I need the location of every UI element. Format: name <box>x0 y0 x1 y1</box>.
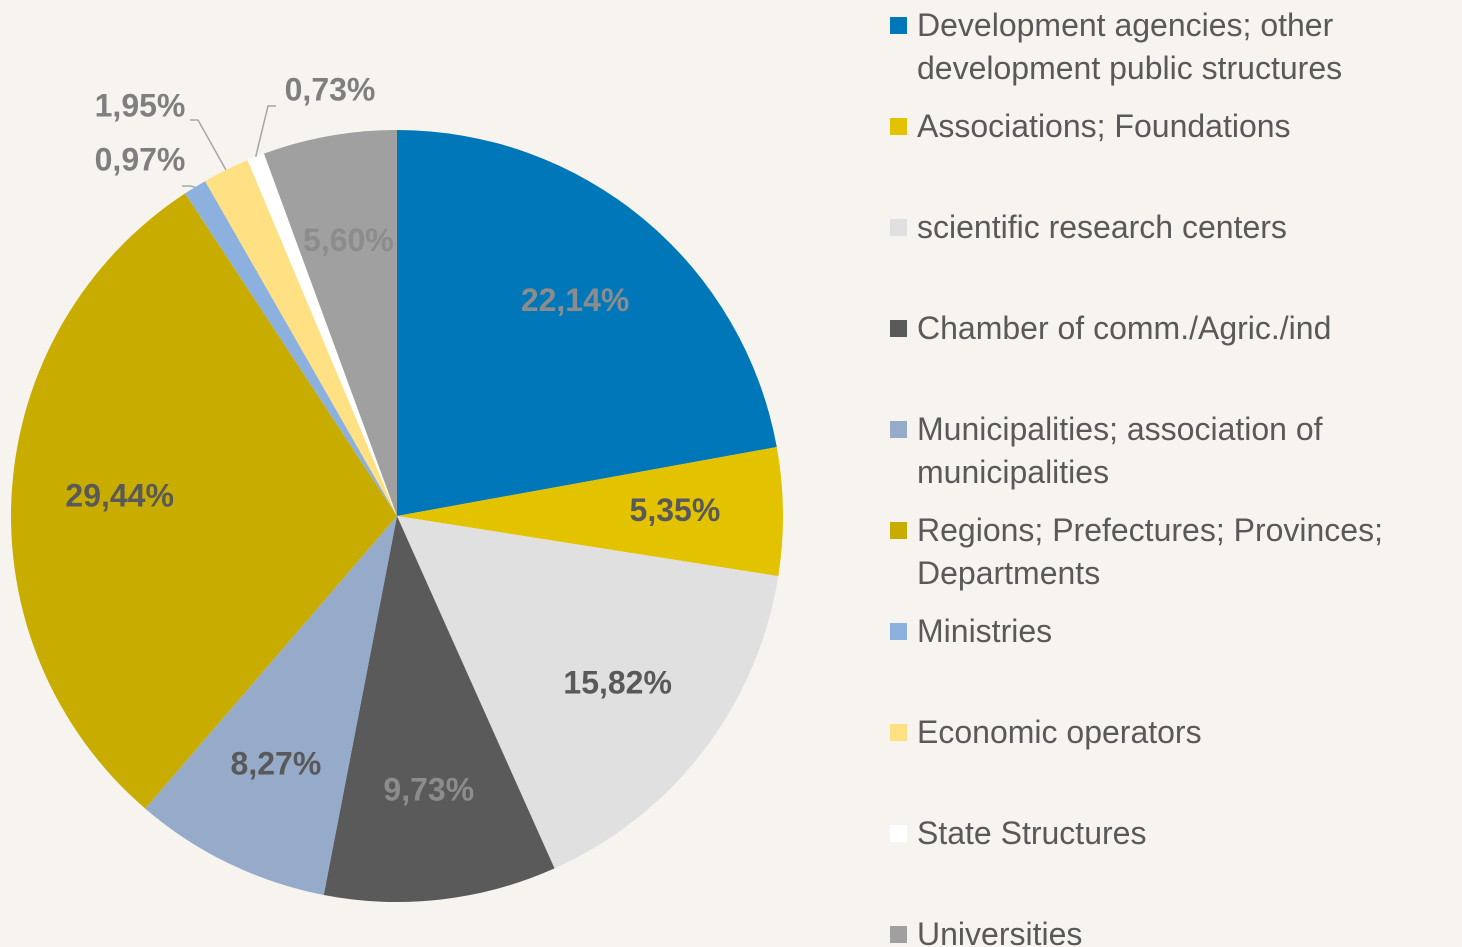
data-label: 0,97% <box>95 141 186 177</box>
legend-swatch <box>890 17 907 34</box>
pie-slice <box>10 193 398 809</box>
legend-swatch <box>890 421 907 438</box>
data-label: 1,95% <box>95 87 186 123</box>
pie-slice <box>247 153 397 516</box>
legend-swatch <box>890 623 907 640</box>
pie-slice <box>263 130 397 516</box>
legend-item: Economic operators <box>890 711 1455 754</box>
pie-slice <box>185 181 397 516</box>
legend-label: Economic operators <box>917 714 1202 750</box>
legend-item: Ministries <box>890 610 1455 653</box>
legend-swatch <box>890 926 907 943</box>
pie-chart: 22,14% 5,35% 15,82% 9,73% 8,27% 29,44% 0,97% 1,… <box>10 71 784 903</box>
legend-item: Chamber of comm./Agric./ind <box>890 307 1455 350</box>
leader-line <box>190 119 227 171</box>
legend-label: Municipalities; association of municipal… <box>917 411 1323 490</box>
data-label: 8,27% <box>231 746 322 782</box>
data-label: 5,60% <box>303 222 394 258</box>
legend-item: scientific research centers <box>890 206 1455 249</box>
legend-label: Universities <box>917 916 1083 947</box>
legend-item: Universities <box>890 913 1455 947</box>
legend-item: Regions; Prefectures; Provinces; Departm… <box>890 509 1455 595</box>
legend-label: Ministries <box>917 613 1053 649</box>
leader-line <box>182 185 196 188</box>
leader-line <box>254 105 276 157</box>
legend-swatch <box>890 118 907 135</box>
legend-item: Development agencies; other development … <box>890 4 1455 90</box>
pie-slice <box>397 516 779 869</box>
legend-swatch <box>890 825 907 842</box>
data-label: 22,14% <box>521 282 630 318</box>
data-label: 15,82% <box>563 664 672 700</box>
data-label: 0,73% <box>285 71 376 107</box>
legend-item: Municipalities; association of municipal… <box>890 408 1455 494</box>
legend-swatch <box>890 320 907 337</box>
pie-slice <box>397 130 777 516</box>
data-label: 5,35% <box>630 492 721 528</box>
legend-label: Regions; Prefectures; Provinces; Departm… <box>917 512 1383 591</box>
legend-swatch <box>890 522 907 539</box>
legend-label: scientific research centers <box>917 209 1287 245</box>
legend-label: Associations; Foundations <box>917 108 1291 144</box>
data-label: 29,44% <box>65 477 174 513</box>
legend-label: Development agencies; other development … <box>917 7 1343 86</box>
pie-slice <box>145 516 397 895</box>
legend-label: State Structures <box>917 815 1147 851</box>
pie-slice <box>205 160 397 516</box>
legend-item: State Structures <box>890 812 1455 855</box>
legend-swatch <box>890 219 907 236</box>
pie-slice <box>397 447 784 577</box>
legend-swatch <box>890 724 907 741</box>
legend-label: Chamber of comm./Agric./ind <box>917 310 1332 346</box>
legend-item: Associations; Foundations <box>890 105 1455 148</box>
pie-slice <box>323 516 555 903</box>
data-label: 9,73% <box>383 772 474 808</box>
